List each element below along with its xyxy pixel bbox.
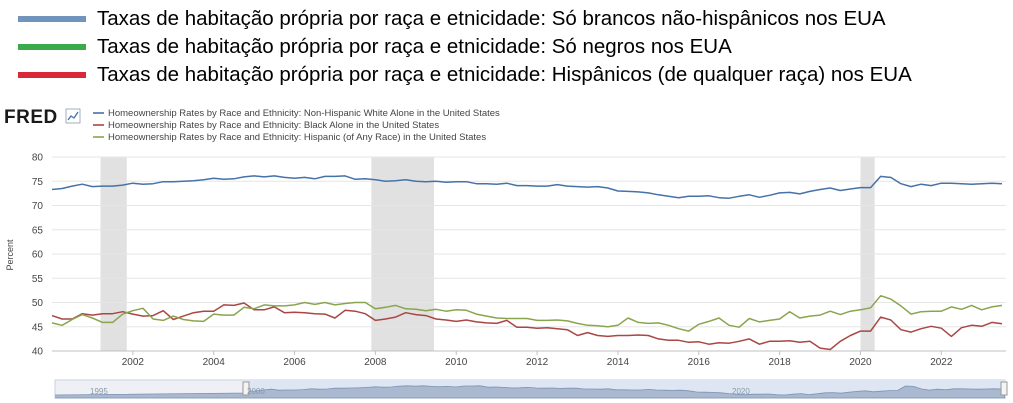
- y-tick-label: 55: [32, 274, 44, 285]
- x-tick-label: 2010: [445, 357, 468, 368]
- y-tick-label: 65: [32, 225, 44, 236]
- x-tick-label: 2004: [203, 357, 226, 368]
- navigator-year-label: 1995: [90, 387, 108, 396]
- fred-legend-label: Homeownership Rates by Race and Ethnicit…: [108, 132, 486, 143]
- x-tick-label: 2016: [688, 357, 711, 368]
- series-line-1: [51, 302, 1003, 351]
- y-tick-label: 80: [32, 153, 44, 164]
- x-tick-label: 2014: [607, 357, 630, 368]
- y-tick-label: 40: [32, 347, 44, 358]
- legend-swatch-black: [18, 44, 86, 50]
- x-tick-label: 2006: [283, 357, 306, 368]
- fred-legend: Homeownership Rates by Race and Ethnicit…: [93, 108, 500, 143]
- x-tick-label: 2020: [849, 357, 872, 368]
- navigator-year-label: 2020: [732, 387, 750, 396]
- x-tick-label: 2018: [769, 357, 792, 368]
- legend-item-hispanic: Taxas de habitação própria por raça e et…: [18, 63, 1008, 89]
- navigator-area: [54, 385, 1006, 399]
- navigator-handle-left[interactable]: [242, 381, 250, 396]
- legend-label-white: Taxas de habitação própria por raça e et…: [97, 7, 886, 30]
- navigator-handle-right[interactable]: [1000, 381, 1008, 396]
- x-tick-label: 2002: [122, 357, 145, 368]
- series-lines: [51, 175, 1003, 351]
- fred-legend-label: Homeownership Rates by Race and Ethnicit…: [108, 108, 500, 119]
- legend-swatch-white: [18, 16, 86, 22]
- range-navigator[interactable]: 1995 2000 2020: [54, 379, 1008, 399]
- fred-logo-icon: [65, 108, 81, 124]
- fred-logo: FRED: [4, 107, 58, 128]
- y-tick-label: 75: [32, 177, 44, 188]
- legend-item-black: Taxas de habitação própria por raça e et…: [18, 35, 1008, 61]
- navigator-year-label: 2000: [247, 387, 265, 396]
- y-tick-label: 70: [32, 201, 44, 212]
- legend-label-hispanic: Taxas de habitação própria por raça e et…: [97, 63, 912, 86]
- x-axis-ticks: 2002 2004 2006 2008 2010 2012 2014 2016 2018 2020…: [122, 351, 953, 368]
- y-tick-label: 50: [32, 298, 44, 309]
- series-line-0: [51, 175, 1003, 199]
- fred-chart-panel: FRED Homeownership Rates by Race and Eth…: [0, 98, 1013, 403]
- y-axis-label: Percent: [5, 239, 15, 271]
- series-line-2: [51, 294, 1003, 332]
- fred-legend-label: Homeownership Rates by Race and Ethnicit…: [108, 120, 439, 131]
- x-tick-label: 2008: [364, 357, 387, 368]
- y-tick-label: 45: [32, 322, 44, 333]
- x-tick-label: 2022: [930, 357, 953, 368]
- y-tick-label: 60: [32, 250, 44, 261]
- x-tick-label: 2012: [526, 357, 549, 368]
- legend-label-black: Taxas de habitação própria por raça e et…: [97, 35, 732, 58]
- line-chart: FRED Homeownership Rates by Race and Eth…: [4, 107, 1008, 399]
- grid-lines: [52, 156, 1006, 352]
- legend-swatch-hispanic: [18, 72, 86, 78]
- y-axis-ticks: 40 45 50 55 60 65 70 75 80: [32, 153, 44, 358]
- legend-item-white: Taxas de habitação própria por raça e et…: [18, 7, 1008, 33]
- top-legend: Taxas de habitação própria por raça e et…: [0, 0, 1013, 98]
